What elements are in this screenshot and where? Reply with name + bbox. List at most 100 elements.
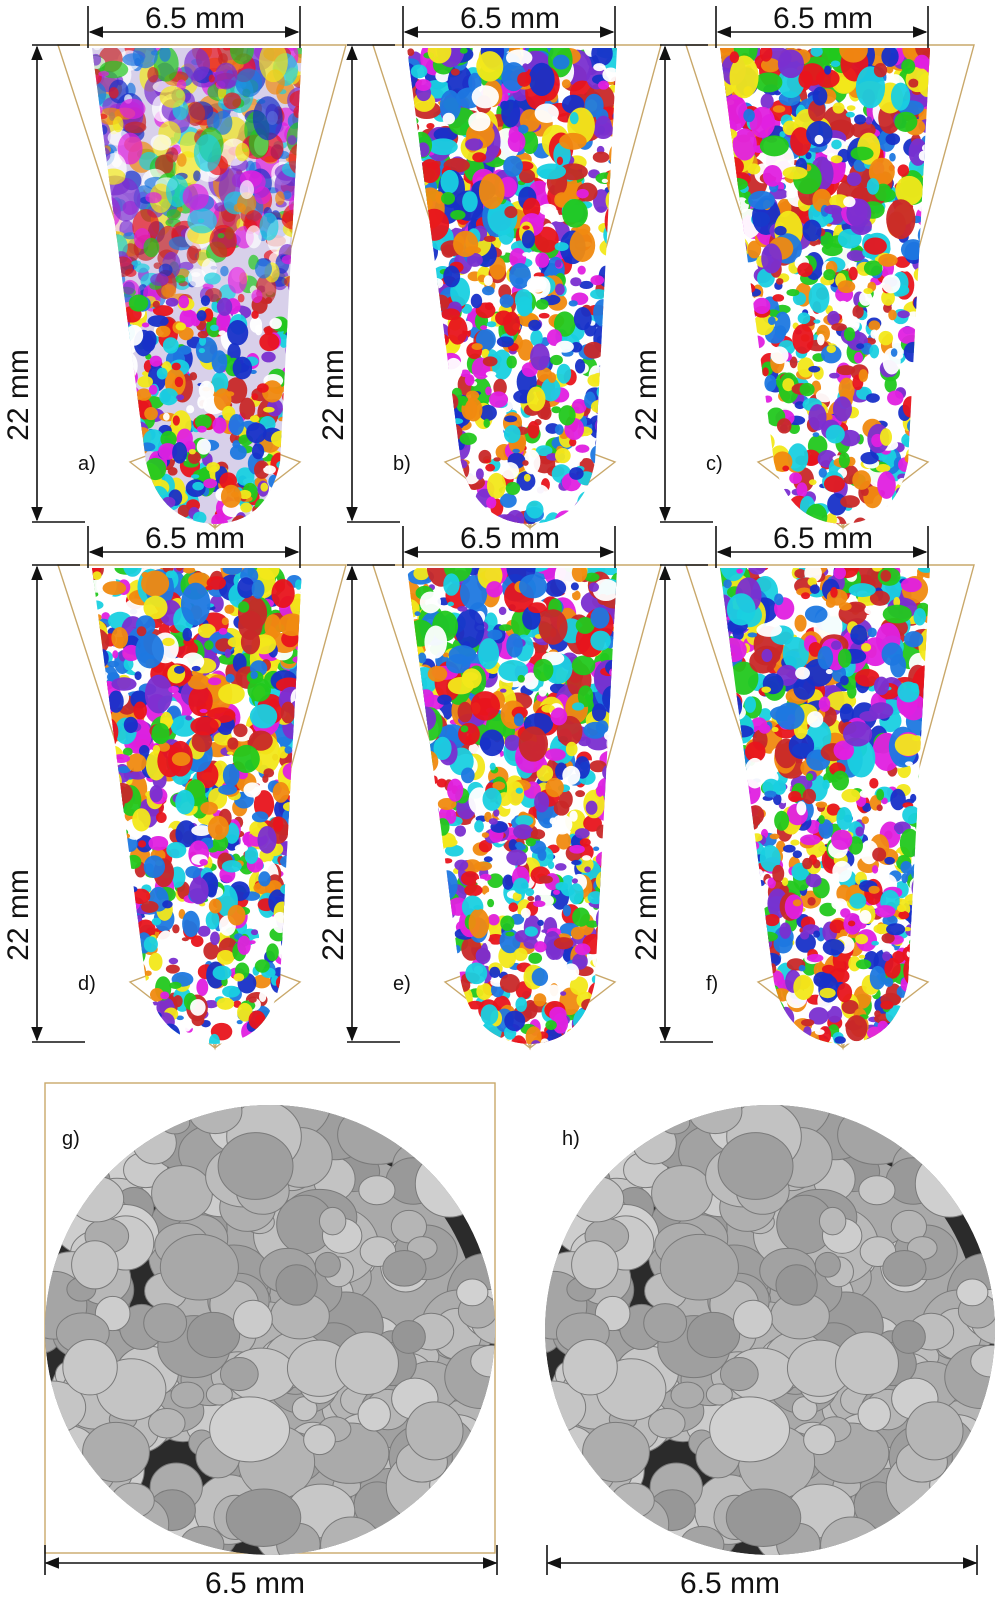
grain xyxy=(113,390,134,408)
grain xyxy=(543,931,561,956)
grain xyxy=(554,424,564,435)
grain xyxy=(417,316,436,339)
grain xyxy=(482,356,498,367)
grain xyxy=(407,726,411,734)
grain xyxy=(298,946,302,954)
grain xyxy=(437,347,447,362)
grain xyxy=(917,349,926,358)
grain xyxy=(171,752,191,767)
grain xyxy=(108,87,119,99)
grain xyxy=(116,995,136,1018)
grain xyxy=(461,871,480,886)
grain xyxy=(156,812,167,824)
grain xyxy=(272,781,290,803)
grain xyxy=(859,290,873,306)
grain xyxy=(94,394,103,404)
grain xyxy=(120,367,136,388)
grain xyxy=(484,459,491,463)
grain xyxy=(608,516,617,524)
grain xyxy=(92,736,111,771)
grain xyxy=(914,470,930,482)
grain xyxy=(196,425,207,433)
grain xyxy=(493,1046,500,1050)
grain xyxy=(438,479,445,484)
grain xyxy=(913,452,928,465)
grain xyxy=(480,1024,490,1036)
grain xyxy=(735,260,745,271)
grain xyxy=(141,901,159,913)
grain xyxy=(720,370,724,380)
grain xyxy=(407,283,422,302)
grain xyxy=(464,884,483,897)
grain xyxy=(273,509,290,524)
grain xyxy=(485,386,492,396)
grain xyxy=(208,677,222,686)
grain xyxy=(151,722,170,745)
grain xyxy=(288,898,301,914)
grain xyxy=(421,1030,429,1040)
grain xyxy=(297,796,302,805)
grain xyxy=(287,513,296,524)
grain xyxy=(825,424,845,444)
height-label: 22 mm xyxy=(2,869,35,961)
grain xyxy=(546,329,563,346)
grain xyxy=(450,1022,462,1029)
grain xyxy=(183,568,196,574)
grain xyxy=(123,499,138,517)
grain xyxy=(436,778,447,788)
grain xyxy=(609,367,617,377)
grain xyxy=(552,1013,569,1034)
grain xyxy=(93,521,101,524)
grain xyxy=(139,745,150,757)
grain xyxy=(287,967,300,978)
grain xyxy=(92,486,102,497)
grain xyxy=(552,54,570,70)
grain xyxy=(607,1017,616,1023)
grain xyxy=(222,48,231,51)
grain xyxy=(413,474,434,504)
grain xyxy=(538,312,550,319)
grain xyxy=(246,422,267,444)
grain xyxy=(567,1028,574,1036)
grain xyxy=(461,767,475,784)
grain xyxy=(747,469,769,496)
grain xyxy=(92,227,101,248)
grain xyxy=(612,417,617,438)
grain xyxy=(111,429,119,434)
grain xyxy=(416,823,435,834)
grain xyxy=(168,686,180,694)
grain xyxy=(729,55,759,99)
grain xyxy=(149,785,163,803)
grain xyxy=(724,276,737,293)
grain xyxy=(607,270,617,288)
grain xyxy=(453,230,479,257)
grain xyxy=(485,371,497,377)
grain xyxy=(556,156,564,166)
grain xyxy=(291,340,302,356)
grain xyxy=(611,938,617,962)
grain xyxy=(597,489,615,506)
grain xyxy=(789,356,798,369)
grain xyxy=(913,497,930,511)
grain xyxy=(574,1023,592,1033)
grain xyxy=(590,630,611,651)
grain xyxy=(420,518,428,524)
grain xyxy=(282,391,291,403)
grain xyxy=(787,443,809,472)
grain xyxy=(586,920,599,928)
grain xyxy=(433,1011,446,1024)
grain xyxy=(407,305,427,316)
grain xyxy=(750,358,761,365)
grain xyxy=(218,784,238,795)
grain xyxy=(119,421,138,431)
grain xyxy=(144,1003,153,1008)
grain xyxy=(92,333,102,355)
grain xyxy=(407,324,421,336)
grain xyxy=(156,367,168,380)
grain xyxy=(593,846,600,852)
grain xyxy=(229,444,247,460)
grain xyxy=(137,375,154,388)
grain xyxy=(610,974,617,984)
grain xyxy=(218,627,228,635)
grain xyxy=(468,111,491,132)
